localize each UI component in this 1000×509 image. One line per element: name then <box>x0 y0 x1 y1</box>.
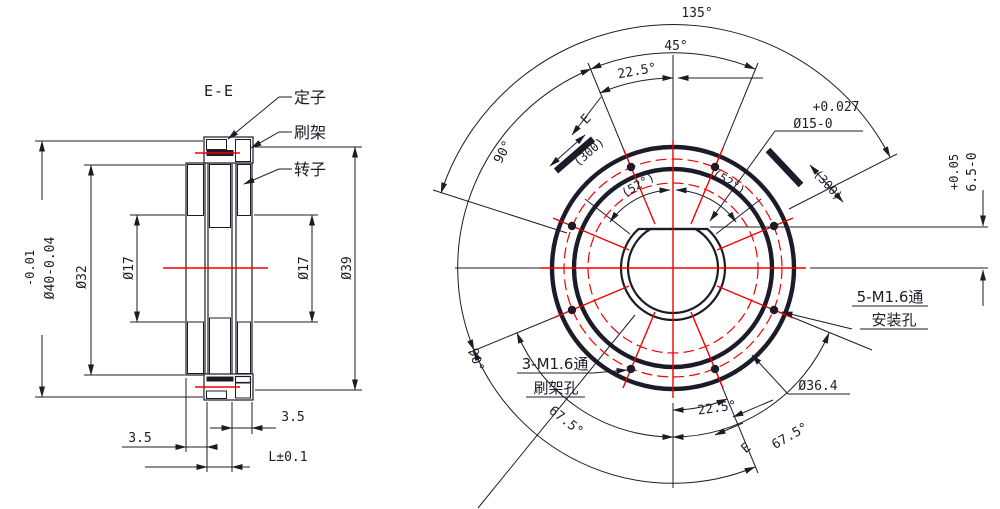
front-leaders <box>517 130 986 398</box>
dim-bore-left: Ø17 <box>122 256 137 279</box>
wire-length-dims <box>549 134 844 203</box>
note-brush-holes-line1: 3-M1.6通 <box>522 355 589 373</box>
dim-thickness-left: 3.5 <box>128 431 151 446</box>
angle-90-upper: 90° <box>491 138 515 166</box>
front-angle-arcs <box>440 24 891 484</box>
section-callout-leaders <box>227 96 292 185</box>
dim-rotor-diameter: Ø39 <box>340 256 355 279</box>
note-mounting-holes-line2: 安装孔 <box>871 311 916 329</box>
bore-outer-circle-with-flat <box>619 227 727 322</box>
dim-flat-depth: 6.5-0 <box>965 152 980 191</box>
front-part <box>549 136 804 392</box>
callout-rotor: 转子 <box>294 160 326 179</box>
dim-wire-length-right: (300) <box>811 167 846 203</box>
angle-90-lower: 90° <box>465 347 487 374</box>
section-part <box>185 136 254 401</box>
section-centerlines <box>163 152 268 388</box>
dim-stator-diameter: Ø32 <box>75 265 90 288</box>
stator-lamination-hatch-bottom <box>187 321 204 374</box>
section-view: E-E 定子 刷架 转子 -0.01 Ø40-0.04 Ø32 Ø17 Ø17 … <box>23 82 362 472</box>
angle-22-5-top: 22.5° <box>617 61 658 83</box>
front-centerlines <box>540 140 806 398</box>
wire-tab-right <box>765 147 804 188</box>
callout-stator: 定子 <box>294 88 326 107</box>
dim-bolt-circle: Ø36.4 <box>798 379 837 394</box>
note-mounting-holes-line1: 5-M1.6通 <box>857 288 924 306</box>
rotor-ring-hatch-top <box>237 164 251 216</box>
dim-bore-tolerance: +0.027 <box>813 100 860 115</box>
bore-inner-circle-with-flat <box>626 227 720 314</box>
angle-135: 135° <box>681 6 712 21</box>
dim-bore-right: Ø17 <box>297 256 312 279</box>
dim-flange-diameter: Ø40-0.04 <box>43 237 58 300</box>
dim-flange-tolerance: -0.01 <box>23 250 37 286</box>
section-dimension-lines <box>39 140 358 470</box>
dim-thickness-right: 3.5 <box>281 410 304 425</box>
section-title: E-E <box>204 82 234 100</box>
section-mark-e-top: E <box>578 111 594 127</box>
note-brush-holes-line2: 刷架孔 <box>533 379 578 397</box>
angle-45: 45° <box>664 39 687 54</box>
angle-67-5-right: 67.5° <box>770 420 811 453</box>
dim-length: L±0.1 <box>268 450 307 465</box>
dim-bore-diameter: Ø15-0 <box>793 117 832 132</box>
callout-brush-holder: 刷架 <box>294 123 326 142</box>
section-mark-e-bottom: E <box>739 440 755 457</box>
stator-lamination-hatch-top <box>187 164 204 216</box>
section-cut-arrows <box>571 96 774 436</box>
bolt-holes <box>567 162 779 374</box>
rotor-core-hatch-top <box>209 164 231 228</box>
front-view: 135° 45° 22.5° 90° 90° 67.5° 67.5° 22.5°… <box>432 6 988 509</box>
dim-flat-tolerance: +0.05 <box>947 154 961 190</box>
angle-22-5-bottom: 22.5° <box>697 398 738 418</box>
front-extension-lines <box>432 55 988 509</box>
